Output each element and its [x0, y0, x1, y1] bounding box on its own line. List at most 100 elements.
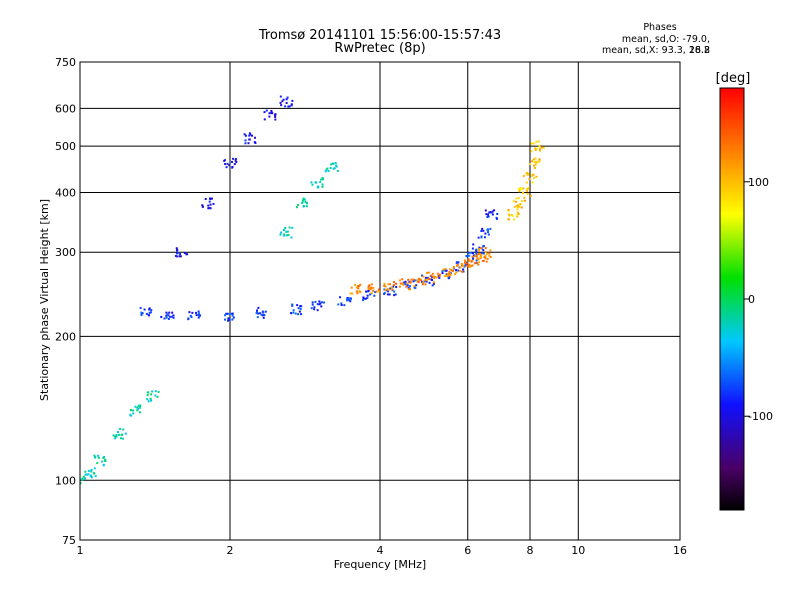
- data-point: [526, 189, 529, 192]
- data-point: [198, 314, 201, 317]
- data-point: [80, 482, 82, 485]
- data-point: [97, 454, 100, 457]
- data-point: [227, 318, 230, 321]
- data-point: [185, 253, 188, 256]
- data-point: [491, 213, 494, 216]
- data-point: [362, 299, 365, 302]
- data-point: [149, 399, 152, 402]
- data-point: [461, 270, 464, 273]
- data-point: [195, 311, 198, 314]
- data-point: [457, 269, 460, 272]
- data-point: [395, 282, 398, 285]
- data-point: [490, 211, 493, 214]
- data-point: [464, 261, 467, 264]
- data-point: [355, 286, 358, 289]
- x-tick-label: 16: [673, 544, 687, 557]
- data-point: [475, 259, 478, 262]
- data-point: [471, 252, 474, 255]
- data-point: [231, 318, 234, 321]
- data-point: [393, 290, 396, 293]
- data-point: [255, 311, 258, 314]
- data-point: [316, 185, 319, 188]
- data-point: [191, 311, 194, 314]
- data-point: [513, 205, 516, 208]
- data-point: [347, 298, 350, 301]
- data-point: [165, 316, 168, 319]
- data-point: [286, 96, 289, 99]
- data-point: [477, 261, 480, 264]
- data-point: [313, 308, 316, 311]
- y-tick-label: 750: [55, 56, 76, 69]
- data-point: [487, 231, 490, 234]
- data-point: [538, 144, 541, 147]
- x-tick-label: 6: [464, 544, 471, 557]
- data-point: [520, 188, 523, 191]
- data-point: [470, 265, 473, 268]
- data-point: [226, 312, 229, 315]
- data-point: [287, 233, 290, 236]
- data-point: [407, 278, 410, 281]
- data-point: [77, 478, 79, 480]
- data-point: [404, 283, 407, 286]
- data-point: [438, 275, 441, 278]
- data-point: [364, 297, 367, 300]
- data-point: [542, 146, 545, 149]
- data-point: [156, 395, 159, 398]
- data-point: [311, 301, 314, 304]
- data-point: [519, 186, 522, 189]
- data-point: [263, 111, 266, 114]
- data-point: [225, 166, 228, 169]
- data-point: [495, 217, 498, 220]
- data-point: [268, 112, 271, 115]
- data-point: [304, 200, 307, 203]
- data-point: [137, 404, 140, 407]
- data-point: [480, 252, 483, 255]
- data-point: [362, 297, 365, 300]
- data-point: [257, 306, 260, 309]
- data-point: [516, 214, 519, 217]
- data-point: [175, 247, 178, 250]
- data-point: [522, 191, 525, 194]
- data-point: [428, 281, 431, 284]
- data-point: [462, 268, 465, 271]
- data-point: [530, 142, 533, 145]
- data-point: [477, 249, 480, 252]
- data-point: [481, 227, 484, 230]
- data-point: [295, 206, 298, 209]
- data-point: [474, 255, 477, 258]
- data-point: [94, 455, 97, 458]
- data-point: [132, 412, 135, 415]
- data-point: [84, 473, 87, 476]
- data-point: [378, 290, 381, 293]
- data-point: [394, 293, 397, 296]
- y-tick-label: 200: [55, 330, 76, 343]
- data-point: [167, 314, 170, 317]
- data-point: [327, 170, 330, 173]
- data-point: [244, 134, 247, 137]
- data-point: [302, 204, 305, 207]
- data-point: [395, 285, 398, 288]
- data-point: [468, 254, 471, 257]
- data-point: [516, 208, 519, 211]
- data-point: [83, 477, 86, 480]
- data-point: [89, 475, 92, 478]
- data-point: [441, 270, 444, 273]
- data-point: [321, 185, 324, 188]
- data-point: [347, 296, 350, 299]
- data-point: [485, 213, 488, 216]
- data-point: [402, 283, 405, 286]
- data-point: [507, 218, 510, 221]
- data-point: [369, 293, 372, 296]
- data-point: [444, 275, 447, 278]
- data-point: [232, 316, 235, 319]
- data-point: [424, 278, 427, 281]
- data-point: [435, 276, 438, 279]
- data-point: [399, 282, 402, 285]
- data-point: [417, 278, 420, 281]
- data-point: [270, 111, 273, 114]
- data-point: [224, 318, 227, 321]
- data-point: [296, 304, 299, 307]
- data-point: [482, 249, 485, 252]
- data-point: [540, 146, 543, 149]
- data-point: [535, 160, 538, 163]
